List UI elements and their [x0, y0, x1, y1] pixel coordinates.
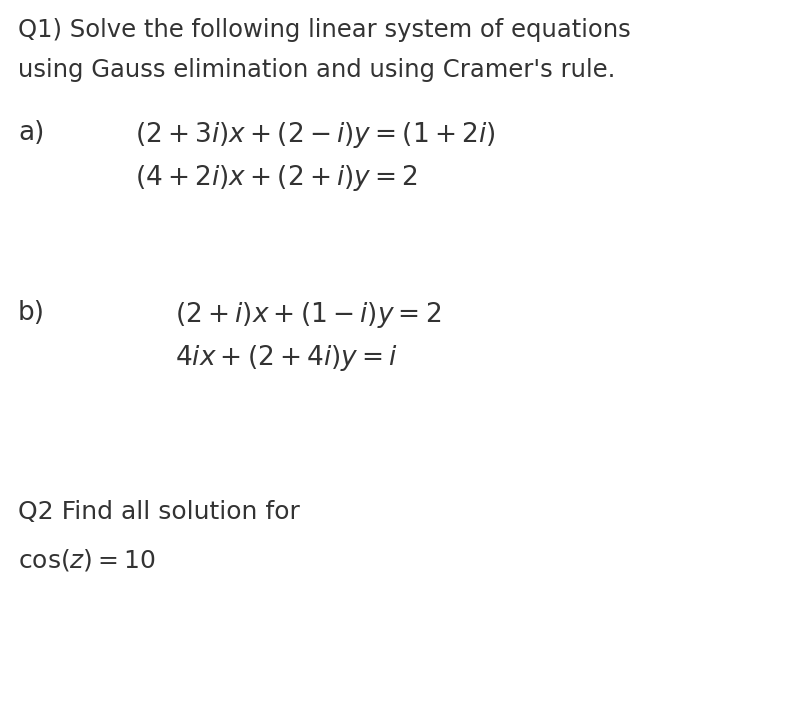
- Text: a): a): [18, 120, 44, 146]
- Text: $4ix + (2 + 4i)y = i$: $4ix + (2 + 4i)y = i$: [175, 343, 398, 373]
- Text: $(2 + i)x + (1 - i)y = 2$: $(2 + i)x + (1 - i)y = 2$: [175, 300, 442, 330]
- Text: Q1) Solve the following linear system of equations: Q1) Solve the following linear system of…: [18, 18, 630, 42]
- Text: $\cos(z) = 10$: $\cos(z) = 10$: [18, 547, 155, 573]
- Text: b): b): [18, 300, 45, 326]
- Text: $(4 + 2i)x + (2 + i)y = 2$: $(4 + 2i)x + (2 + i)y = 2$: [135, 163, 418, 193]
- Text: using Gauss elimination and using Cramer's rule.: using Gauss elimination and using Cramer…: [18, 58, 615, 82]
- Text: $(2 + 3i)x + (2 - i)y = (1 + 2i)$: $(2 + 3i)x + (2 - i)y = (1 + 2i)$: [135, 120, 495, 150]
- Text: Q2 Find all solution for: Q2 Find all solution for: [18, 500, 300, 524]
